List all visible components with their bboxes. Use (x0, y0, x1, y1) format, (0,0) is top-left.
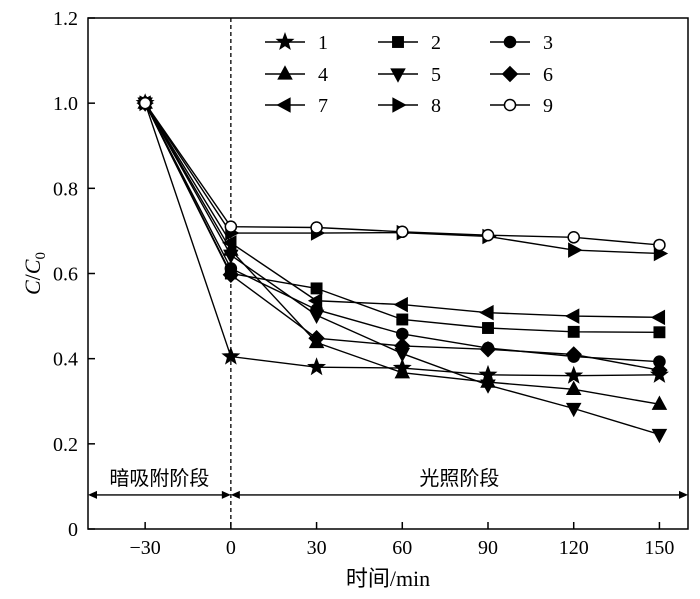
legend-item-5: 5 (378, 64, 441, 86)
data-point (394, 363, 411, 379)
legend-item-8: 8 (378, 95, 441, 117)
legend-label: 9 (543, 95, 553, 117)
data-point (564, 365, 584, 384)
data-point (308, 309, 325, 324)
phase-arrowhead-right (679, 490, 688, 499)
y-tick-label: 0.8 (53, 178, 78, 200)
phase-arrowhead-right (221, 490, 231, 499)
legend-label: 3 (543, 32, 553, 54)
y-axis-label-slash: / (20, 273, 45, 280)
legend-label: 6 (543, 64, 553, 86)
y-tick-label: 0 (68, 519, 78, 541)
series-line (144, 102, 660, 319)
series-5 (137, 97, 668, 444)
data-point (503, 98, 517, 112)
legend-item-7: 7 (265, 95, 328, 117)
data-point (396, 313, 409, 326)
data-point (482, 322, 494, 334)
series-line (144, 102, 660, 246)
data-point (567, 231, 580, 244)
data-point (651, 361, 668, 379)
data-point (481, 228, 495, 242)
legend-item-6: 6 (490, 64, 553, 86)
legend-item-4: 4 (265, 64, 328, 86)
data-point (310, 282, 323, 295)
legend-item-9: 9 (490, 95, 553, 117)
x-tick-label: 30 (307, 537, 327, 559)
data-point (221, 346, 241, 365)
data-point (564, 308, 580, 324)
y-tick-label: 1.2 (53, 8, 78, 30)
y-tick-label: 0.2 (53, 434, 78, 456)
data-point (396, 225, 409, 239)
phase-arrowhead-left (230, 490, 240, 499)
data-point (565, 346, 582, 363)
y-axis-label-c0: C (20, 259, 45, 274)
x-tick-label: 60 (392, 537, 412, 559)
y-axis-label: C/C0 (20, 252, 49, 295)
x-axis-label: 时间/min (346, 566, 430, 591)
legend-label: 4 (318, 64, 328, 86)
series-9 (138, 96, 666, 252)
data-point (310, 221, 323, 234)
phase-label: 暗吸附阶段 (109, 466, 209, 490)
x-tick-label: 0 (226, 537, 236, 559)
data-point (138, 96, 152, 110)
data-point (565, 402, 582, 418)
plot-frame (87, 17, 689, 530)
y-axis-label-sub: 0 (33, 252, 49, 260)
y-tick-label: 0.4 (53, 349, 78, 371)
data-point (567, 325, 580, 338)
data-point (392, 36, 404, 48)
x-tick-label: −30 (130, 537, 161, 559)
legend-item-3: 3 (490, 32, 553, 54)
data-point (392, 97, 407, 113)
data-point (222, 266, 240, 283)
data-point (565, 380, 582, 395)
phase-arrowhead-left (88, 490, 97, 499)
data-point (651, 395, 668, 410)
x-tick-label: 150 (644, 537, 674, 559)
data-point (275, 32, 295, 51)
y-tick-label: 0.6 (53, 264, 78, 286)
x-tick-label: 90 (478, 537, 498, 559)
data-point (651, 428, 668, 444)
legend-label: 7 (318, 95, 328, 117)
legend-label: 5 (431, 64, 441, 86)
y-axis-label-c: C (20, 280, 45, 295)
data-point (503, 35, 517, 49)
legend-label: 1 (318, 32, 328, 54)
data-point (479, 304, 494, 321)
data-point (276, 97, 291, 113)
data-point (277, 65, 293, 80)
data-point (501, 65, 519, 83)
data-point (224, 220, 238, 233)
x-tick-label: 120 (559, 537, 589, 559)
data-point (568, 242, 583, 258)
data-point (480, 379, 496, 394)
data-point (307, 357, 327, 376)
data-point (653, 238, 666, 252)
legend-label: 2 (431, 32, 441, 54)
data-point (222, 235, 237, 251)
legend-item-1: 1 (265, 32, 328, 54)
data-point (394, 337, 411, 355)
legend-item-2: 2 (378, 32, 441, 54)
data-point (308, 330, 325, 347)
data-point (650, 309, 666, 326)
data-point (223, 249, 239, 264)
y-tick-label: 1.0 (53, 93, 78, 115)
data-point (653, 326, 666, 339)
phase-label: 光照阶段 (419, 466, 499, 490)
data-point (390, 68, 406, 83)
data-point (393, 296, 408, 313)
data-point (479, 341, 497, 358)
series-line (144, 102, 660, 436)
series-line (144, 102, 660, 333)
series-6 (136, 94, 668, 379)
data-point (307, 292, 323, 309)
series-7 (136, 95, 666, 326)
legend-label: 8 (431, 95, 441, 117)
